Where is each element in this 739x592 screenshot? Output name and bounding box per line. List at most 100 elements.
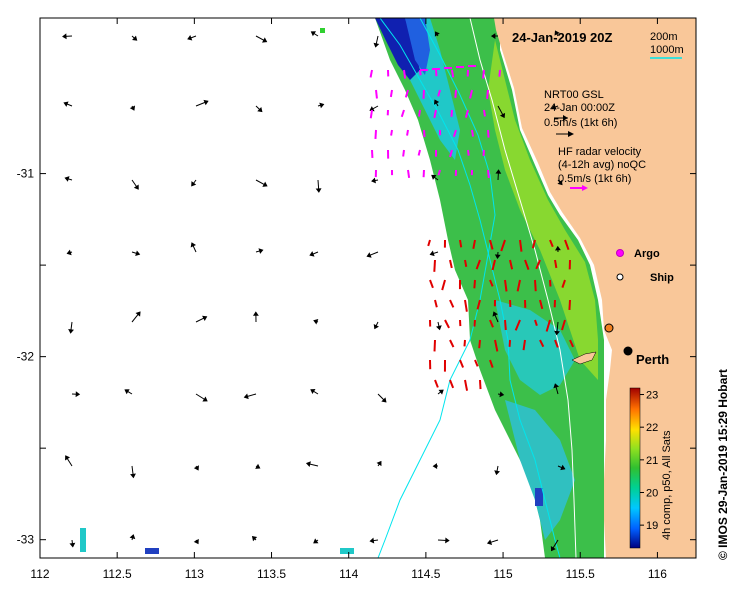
- hf-arrow: [522, 339, 526, 351]
- model-arrowhead: [499, 112, 506, 119]
- model-arrowhead: [495, 169, 502, 174]
- hf-arrow: [429, 279, 434, 289]
- model-arrowhead: [135, 250, 141, 257]
- model-arrowhead: [550, 546, 556, 552]
- isobath-200m: [379, 18, 561, 558]
- model-arrowhead: [66, 249, 72, 256]
- hf-arrow: [489, 319, 494, 328]
- y-axis: -31 -32 -33: [17, 167, 696, 547]
- hf-arrow: [473, 279, 476, 289]
- x-tick-label: 112: [30, 567, 49, 581]
- hf-arrow: [504, 279, 508, 292]
- model-arrowhead: [202, 315, 208, 321]
- colorbar: [629, 387, 641, 549]
- model-arrowhead: [190, 242, 197, 248]
- hf-arrow: [489, 359, 494, 368]
- y-tick-label: -32: [17, 350, 35, 364]
- model-arrowhead: [431, 174, 437, 180]
- land-western-australia: [494, 18, 696, 558]
- ship-legend-marker: [616, 273, 624, 281]
- hf-arrow: [519, 239, 523, 252]
- hf-arrow: [561, 279, 566, 288]
- hf-arrow: [369, 109, 373, 119]
- hf-arrow: [449, 259, 453, 269]
- colorbar-tick-label: 21: [646, 455, 658, 467]
- sst-pixel: [80, 528, 86, 552]
- coastal-station-marker: [604, 323, 614, 333]
- hf-arrow: [554, 339, 559, 348]
- hf-arrow: [486, 89, 489, 100]
- hf-arrow: [569, 339, 574, 348]
- hf-arrow: [475, 259, 481, 270]
- hf-arrow: [487, 129, 490, 138]
- model-arrowhead: [432, 463, 438, 469]
- model-arrowhead: [499, 391, 505, 398]
- hf-legend-line1: HF radar velocity: [558, 146, 642, 158]
- model-arrowhead: [243, 393, 249, 400]
- perth-marker: [623, 346, 633, 356]
- model-arrowhead: [436, 325, 442, 331]
- model-legend-arrowhead: [563, 115, 568, 121]
- hf-radar-arrows: [369, 65, 574, 391]
- model-arrowhead: [130, 473, 136, 479]
- hf-arrow: [524, 259, 530, 270]
- hf-arrow: [554, 259, 558, 269]
- model-arrowhead: [255, 463, 261, 469]
- model-arrowhead: [133, 184, 139, 190]
- model-arrowhead: [554, 330, 560, 336]
- hf-arrow: [449, 299, 455, 308]
- model-arrowhead: [554, 245, 561, 251]
- model-arrowhead: [251, 536, 258, 542]
- hf-arrow: [459, 239, 463, 248]
- sst-pixel: [145, 548, 159, 554]
- hf-arrow: [534, 279, 537, 292]
- hf-arrow: [406, 129, 409, 136]
- sst-pixel: [535, 488, 543, 506]
- model-arrowhead: [69, 542, 76, 548]
- sst-coverage-main: [375, 18, 604, 558]
- model-arrowhead: [445, 537, 450, 544]
- model-arrowhead: [369, 537, 375, 544]
- model-arrowhead: [315, 188, 322, 193]
- hf-arrow: [489, 279, 494, 287]
- model-arrowhead: [494, 470, 500, 476]
- model-legend-scale-arrowhead: [568, 131, 574, 137]
- model-arrowhead: [553, 383, 560, 389]
- hf-arrow: [389, 89, 393, 98]
- hf-arrow: [539, 299, 544, 310]
- hf-arrow: [449, 149, 453, 158]
- model-arrowhead: [557, 179, 563, 186]
- model-arrowhead: [203, 99, 209, 106]
- model-arrowhead: [65, 455, 71, 461]
- model-arrowhead: [433, 99, 440, 105]
- model-arrowhead: [193, 465, 199, 471]
- x-tick-label: 114.5: [411, 567, 440, 581]
- hf-arrow: [504, 319, 507, 331]
- hf-arrow: [454, 89, 457, 98]
- model-arrowhead: [129, 534, 136, 540]
- hf-arrow: [539, 339, 545, 348]
- hf-arrow: [374, 129, 377, 140]
- hf-arrow: [450, 109, 453, 117]
- hf-arrow: [469, 89, 473, 99]
- hf-arrow: [404, 89, 409, 98]
- hf-arrow: [451, 69, 455, 78]
- colorbar-tick-label: 22: [646, 422, 658, 434]
- ship-legend-label: Ship: [650, 272, 674, 284]
- hf-arrow: [514, 319, 521, 331]
- hf-arrow: [564, 239, 570, 251]
- hf-arrow: [478, 339, 481, 349]
- model-arrowhead: [129, 105, 136, 111]
- hf-arrow: [417, 109, 421, 117]
- model-arrowhead: [64, 176, 70, 182]
- hf-arrow: [561, 319, 566, 331]
- hf-arrow: [467, 149, 470, 156]
- model-arrowhead: [132, 35, 138, 41]
- hf-arrow: [464, 379, 469, 391]
- hf-arrow: [433, 109, 437, 119]
- x-tick-label: 115.5: [566, 567, 595, 581]
- hf-arrow: [479, 379, 482, 390]
- hf-arrow: [568, 299, 571, 311]
- hf-arrow: [482, 69, 485, 79]
- model-arrowhead: [381, 397, 387, 403]
